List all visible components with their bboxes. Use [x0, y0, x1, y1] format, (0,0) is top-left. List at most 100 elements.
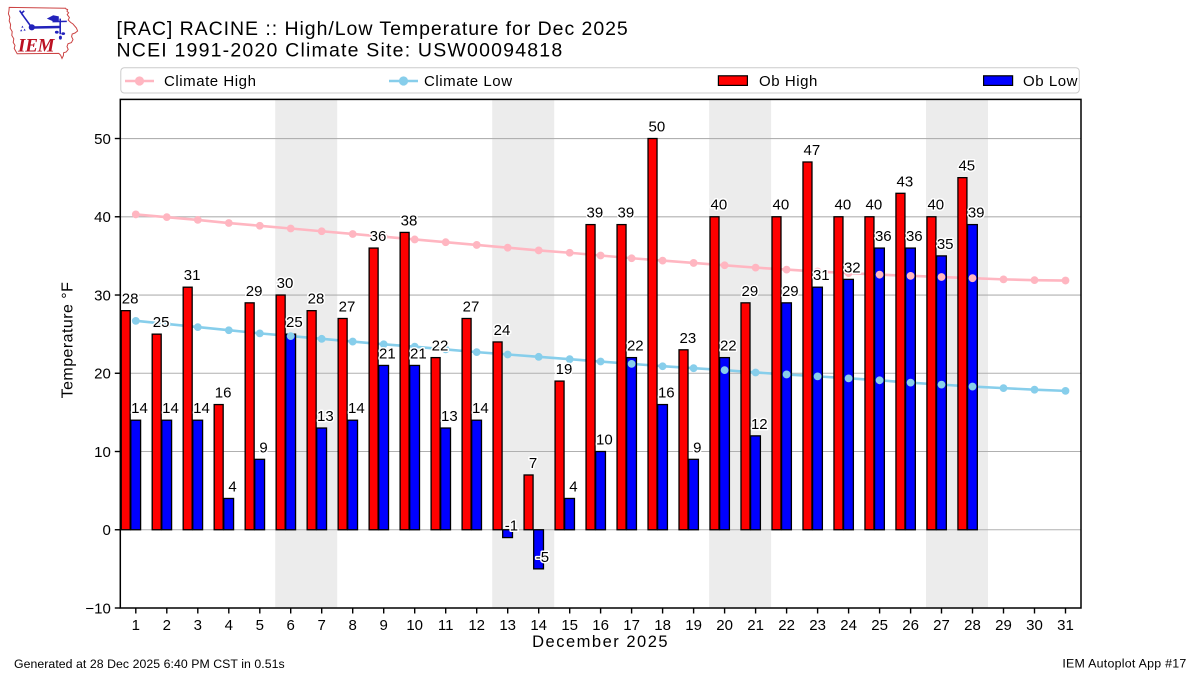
svg-text:27: 27	[463, 299, 480, 316]
svg-text:9: 9	[380, 617, 388, 634]
svg-text:9: 9	[259, 439, 267, 456]
svg-text:10: 10	[596, 432, 613, 449]
svg-text:40: 40	[866, 197, 883, 214]
svg-text:30: 30	[94, 287, 111, 304]
svg-text:39: 39	[968, 205, 985, 222]
svg-text:39: 39	[618, 205, 635, 222]
svg-text:50: 50	[94, 131, 111, 148]
svg-text:4: 4	[225, 617, 233, 634]
svg-text:10: 10	[94, 444, 111, 461]
svg-text:18: 18	[654, 617, 671, 634]
svg-text:25: 25	[871, 617, 888, 634]
svg-text:8: 8	[349, 617, 357, 634]
svg-text:31: 31	[1057, 617, 1074, 634]
svg-text:-5: -5	[536, 549, 549, 566]
svg-text:29: 29	[742, 283, 759, 300]
svg-text:5: 5	[256, 617, 264, 634]
svg-text:27: 27	[339, 299, 356, 316]
svg-text:6: 6	[287, 617, 295, 634]
svg-text:40: 40	[711, 197, 728, 214]
svg-text:28: 28	[964, 617, 981, 634]
svg-text:3: 3	[194, 617, 202, 634]
svg-text:27: 27	[933, 617, 950, 634]
svg-text:45: 45	[958, 158, 975, 175]
svg-text:11: 11	[438, 617, 454, 634]
svg-text:25: 25	[286, 314, 303, 331]
svg-text:43: 43	[897, 173, 914, 190]
svg-text:13: 13	[441, 408, 458, 425]
svg-text:19: 19	[556, 361, 573, 378]
svg-text:29: 29	[246, 283, 263, 300]
svg-text:24: 24	[840, 617, 857, 634]
svg-text:NCEI 1991-2020 Climate Site: U: NCEI 1991-2020 Climate Site: USW00094818	[117, 40, 564, 62]
svg-text:23: 23	[680, 330, 697, 347]
svg-text:30: 30	[1026, 617, 1043, 634]
svg-text:12: 12	[468, 617, 485, 634]
svg-text:40: 40	[835, 197, 852, 214]
svg-text:Temperature °F: Temperature °F	[60, 282, 77, 399]
svg-text:10: 10	[406, 617, 423, 634]
svg-text:4: 4	[569, 478, 577, 495]
svg-text:31: 31	[813, 267, 830, 284]
svg-text:20: 20	[94, 366, 111, 383]
svg-text:36: 36	[875, 228, 892, 245]
svg-text:29: 29	[782, 283, 799, 300]
svg-text:50: 50	[649, 119, 666, 136]
svg-text:14: 14	[348, 400, 365, 417]
svg-text:35: 35	[937, 236, 954, 253]
svg-text:December 2025: December 2025	[532, 633, 669, 651]
svg-text:16: 16	[215, 385, 232, 402]
svg-text:36: 36	[370, 228, 387, 245]
svg-text:40: 40	[927, 197, 944, 214]
svg-text:23: 23	[809, 617, 826, 634]
svg-text:IEM Autoplot App #17: IEM Autoplot App #17	[1062, 657, 1186, 671]
svg-text:Ob Low: Ob Low	[1023, 73, 1078, 90]
svg-text:24: 24	[494, 322, 511, 339]
svg-text:21: 21	[747, 617, 764, 634]
svg-text:14: 14	[530, 617, 547, 634]
svg-text:40: 40	[94, 209, 111, 226]
svg-text:13: 13	[317, 408, 334, 425]
svg-text:28: 28	[122, 291, 139, 308]
svg-text:4: 4	[228, 478, 236, 495]
svg-text:12: 12	[751, 416, 768, 433]
svg-text:9: 9	[693, 439, 701, 456]
svg-text:32: 32	[844, 259, 861, 276]
svg-text:38: 38	[401, 212, 418, 229]
svg-text:21: 21	[379, 345, 396, 362]
svg-text:39: 39	[587, 205, 604, 222]
svg-text:17: 17	[623, 617, 640, 634]
svg-text:Generated at 28 Dec 2025 6:40: Generated at 28 Dec 2025 6:40 PM CST in …	[14, 657, 285, 671]
svg-text:20: 20	[716, 617, 733, 634]
svg-text:16: 16	[592, 617, 609, 634]
svg-text:22: 22	[778, 617, 795, 634]
svg-text:Climate High: Climate High	[164, 73, 256, 90]
svg-text:7: 7	[318, 617, 326, 634]
svg-text:47: 47	[804, 142, 821, 159]
svg-text:26: 26	[902, 617, 919, 634]
svg-text:28: 28	[308, 291, 325, 308]
svg-text:30: 30	[277, 275, 294, 292]
svg-text:40: 40	[773, 197, 790, 214]
svg-text:Climate Low: Climate Low	[424, 73, 513, 90]
svg-text:IEM: IEM	[17, 36, 56, 57]
svg-text:15: 15	[561, 617, 578, 634]
svg-text:2: 2	[163, 617, 171, 634]
svg-text:16: 16	[658, 385, 675, 402]
svg-text:22: 22	[720, 338, 737, 355]
svg-text:14: 14	[193, 400, 210, 417]
svg-text:31: 31	[184, 267, 201, 284]
svg-text:29: 29	[995, 617, 1012, 634]
svg-text:25: 25	[153, 314, 170, 331]
svg-text:7: 7	[529, 455, 537, 472]
svg-text:−10: −10	[85, 600, 110, 617]
svg-text:22: 22	[627, 338, 644, 355]
svg-text:19: 19	[685, 617, 702, 634]
svg-text:[RAC] RACINE :: High/Low Tempe: [RAC] RACINE :: High/Low Temperature for…	[117, 18, 629, 40]
svg-text:22: 22	[432, 338, 449, 355]
svg-text:14: 14	[162, 400, 179, 417]
svg-text:13: 13	[499, 617, 516, 634]
svg-text:21: 21	[410, 345, 427, 362]
svg-text:14: 14	[131, 400, 148, 417]
svg-text:-1: -1	[505, 518, 518, 535]
